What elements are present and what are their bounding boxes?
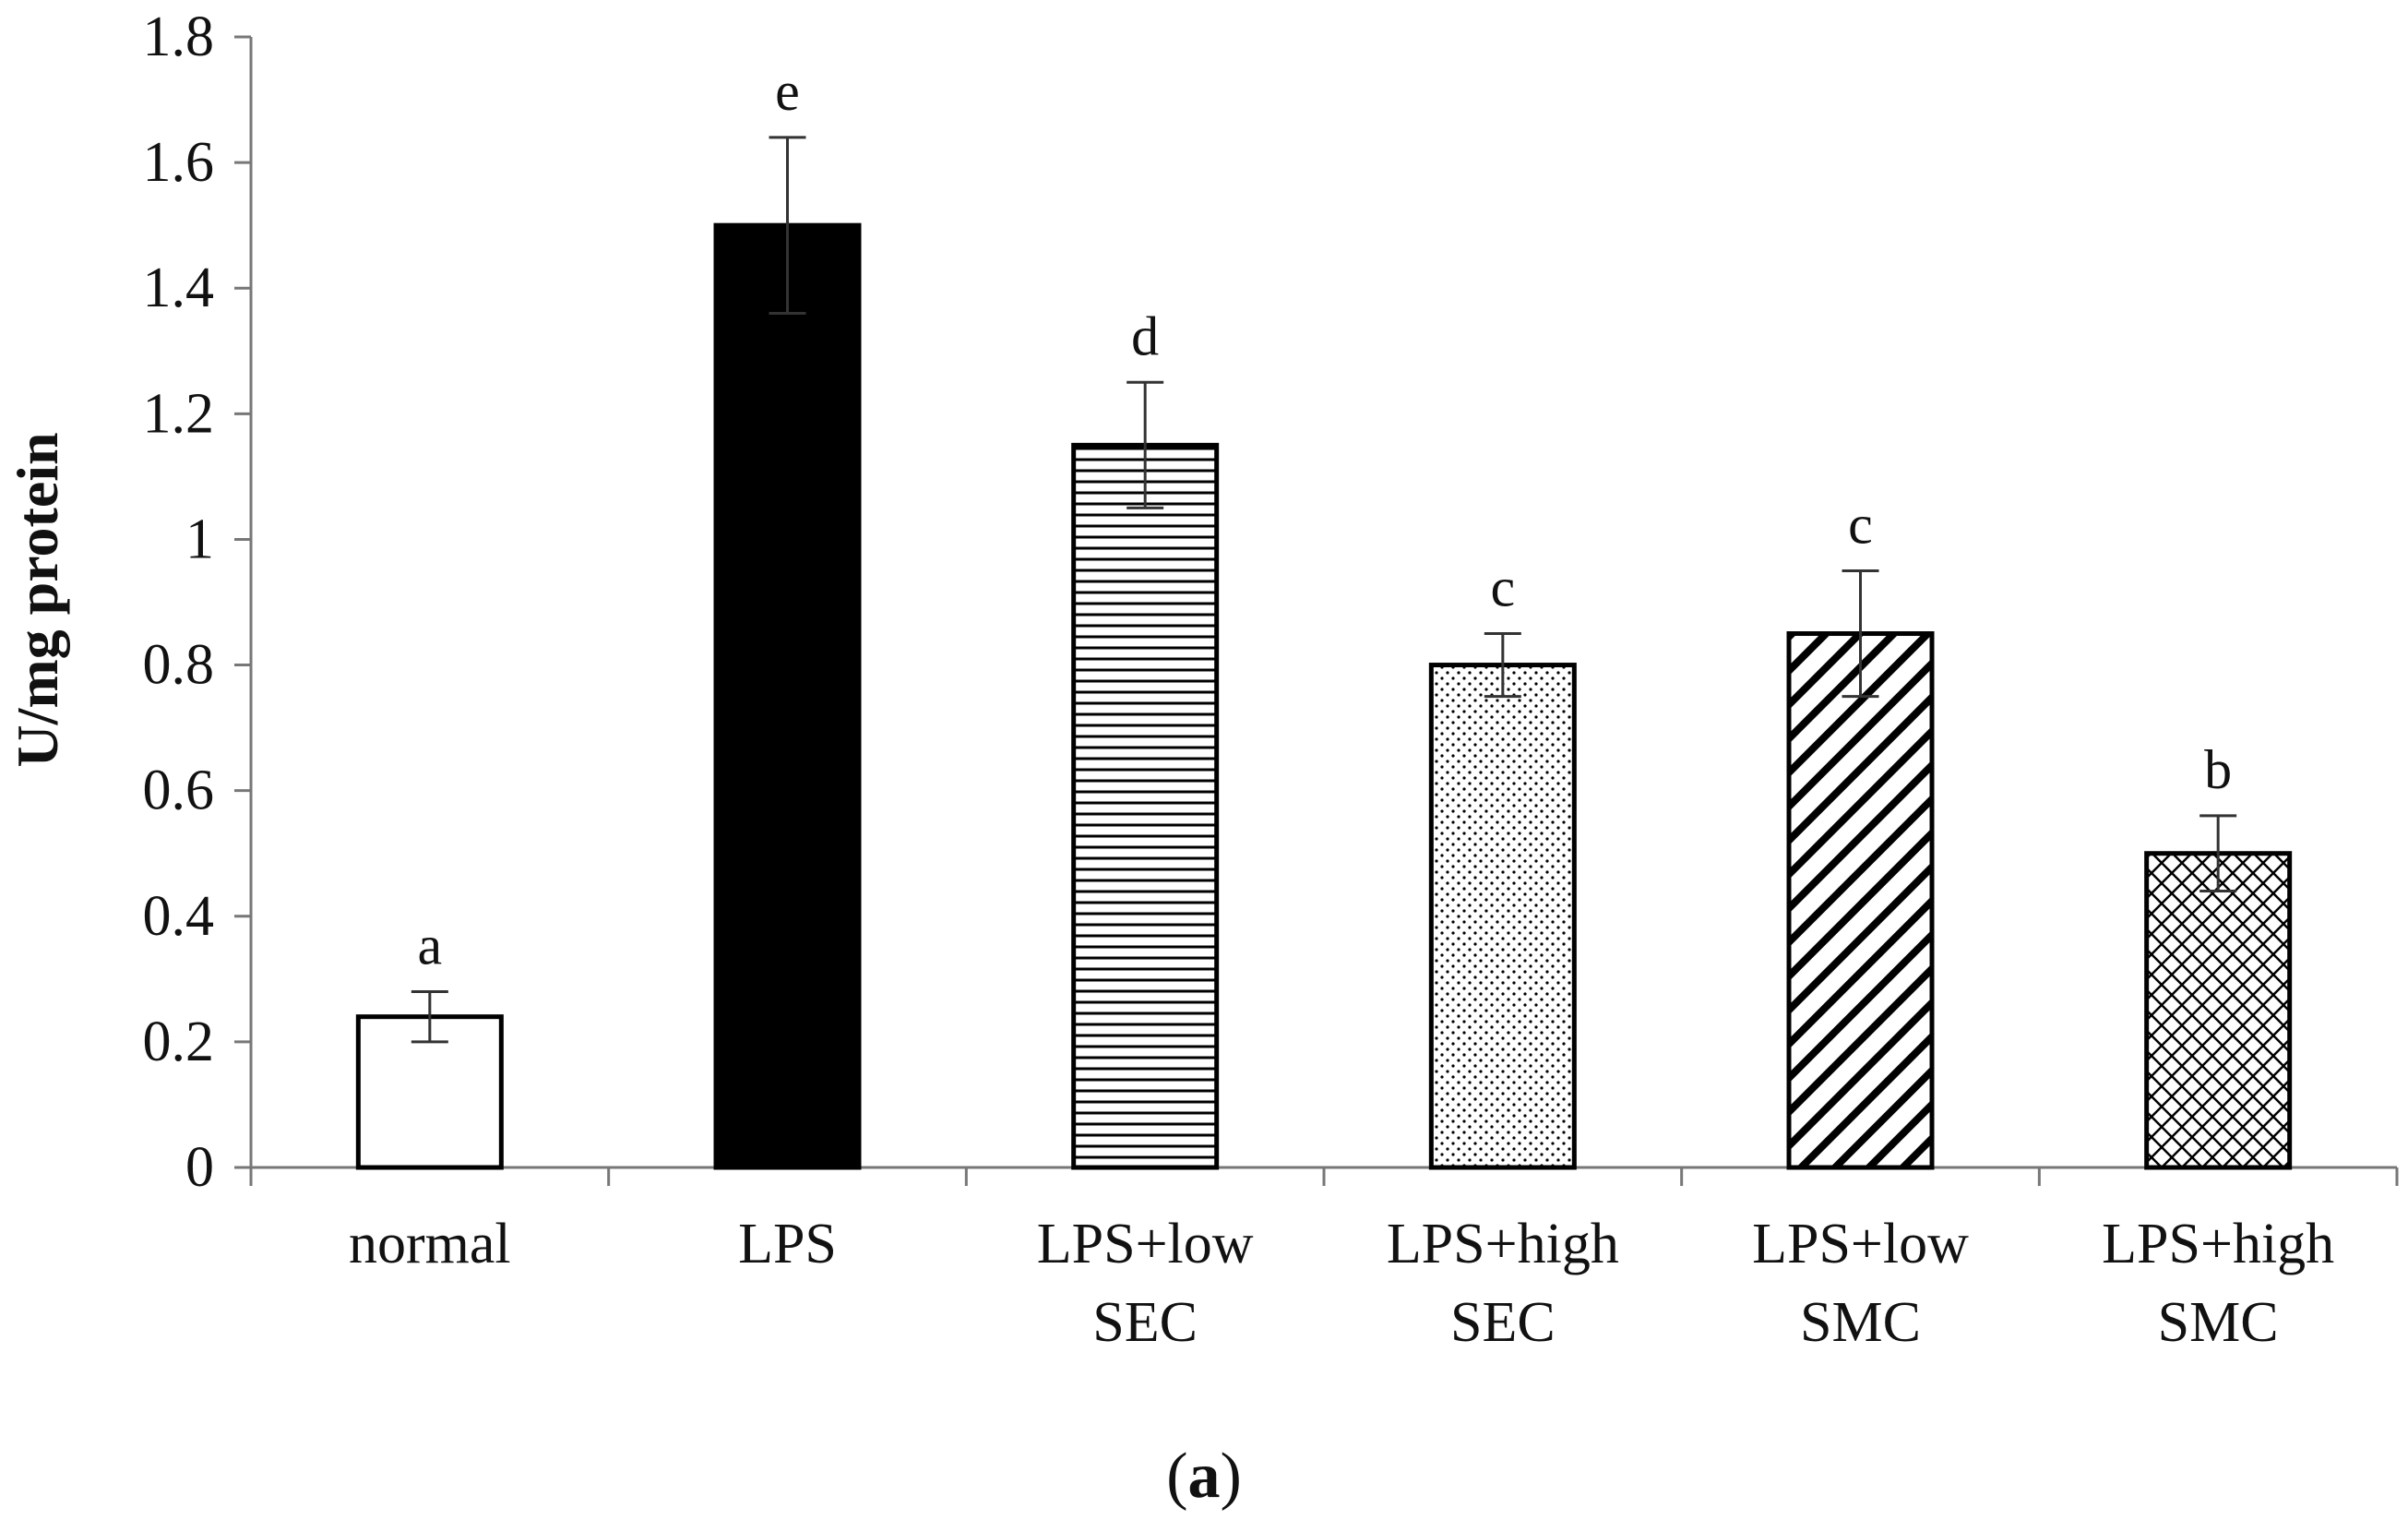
category-label: LPS+low xyxy=(1752,1213,1969,1275)
significance-letter-4: c xyxy=(1491,557,1516,618)
category-label: LPS+low xyxy=(1037,1213,1254,1275)
bar-3 xyxy=(1071,442,1220,1170)
y-tick-label: 0.4 xyxy=(143,885,215,948)
bars xyxy=(355,222,2293,1170)
panel-label-open: ( xyxy=(1166,1441,1187,1512)
y-tick-label: 1.6 xyxy=(143,131,215,194)
category-labels: normal LPS LPS+low SEC LPS+high SEC LPS+low SMC… xyxy=(349,1213,2334,1354)
error-bar-5 xyxy=(1842,569,1879,699)
y-tick-label: 1 xyxy=(185,508,214,570)
significance-letter-3: d xyxy=(1131,305,1159,366)
category-label: LPS+high xyxy=(2102,1213,2334,1275)
category-label: SMC xyxy=(2158,1291,2279,1354)
category-label: LPS xyxy=(738,1213,837,1275)
error-bar-1 xyxy=(411,989,448,1044)
error-bar-3 xyxy=(1127,380,1164,509)
error-bars xyxy=(411,136,2237,1044)
bar-2 xyxy=(713,222,862,1170)
y-axis: 0 0.2 0.4 0.6 0.8 1 1.2 1.4 1.6 1.8 xyxy=(143,6,253,1199)
significance-letter-1: a xyxy=(418,915,443,975)
y-tick-label: 1.4 xyxy=(143,257,215,319)
y-tick-label: 0 xyxy=(185,1136,214,1199)
significance-letter-6: b xyxy=(2204,739,2232,800)
y-tick-label: 0.6 xyxy=(143,760,215,822)
panel-label-close: ) xyxy=(1221,1441,1242,1512)
panel-label-letter: a xyxy=(1188,1441,1221,1512)
error-bar-6 xyxy=(2199,814,2237,893)
category-label: SEC xyxy=(1092,1291,1198,1354)
significance-letter-2: e xyxy=(775,61,800,122)
x-axis xyxy=(249,1166,2399,1186)
category-label: SEC xyxy=(1450,1291,1556,1354)
bar-5 xyxy=(1786,631,1935,1170)
y-tick-label: 1.8 xyxy=(143,6,215,68)
y-tick-label: 0.8 xyxy=(143,634,215,697)
category-label: normal xyxy=(349,1213,511,1275)
y-tick-label: 0.2 xyxy=(143,1011,215,1073)
category-label: SMC xyxy=(1800,1291,1921,1354)
error-bar-4 xyxy=(1484,632,1521,699)
panel-label: (a) xyxy=(1166,1441,1242,1512)
category-label: LPS+high xyxy=(1387,1213,1619,1275)
bar-4 xyxy=(1428,663,1577,1170)
error-bar-2 xyxy=(769,136,806,315)
y-tick-label: 1.2 xyxy=(143,382,215,445)
y-axis-label: U/mg protein xyxy=(5,432,70,767)
significance-letter-5: c xyxy=(1848,494,1873,555)
bar-6 xyxy=(2144,851,2293,1170)
significance-letters: a e d c c b xyxy=(418,61,2233,976)
